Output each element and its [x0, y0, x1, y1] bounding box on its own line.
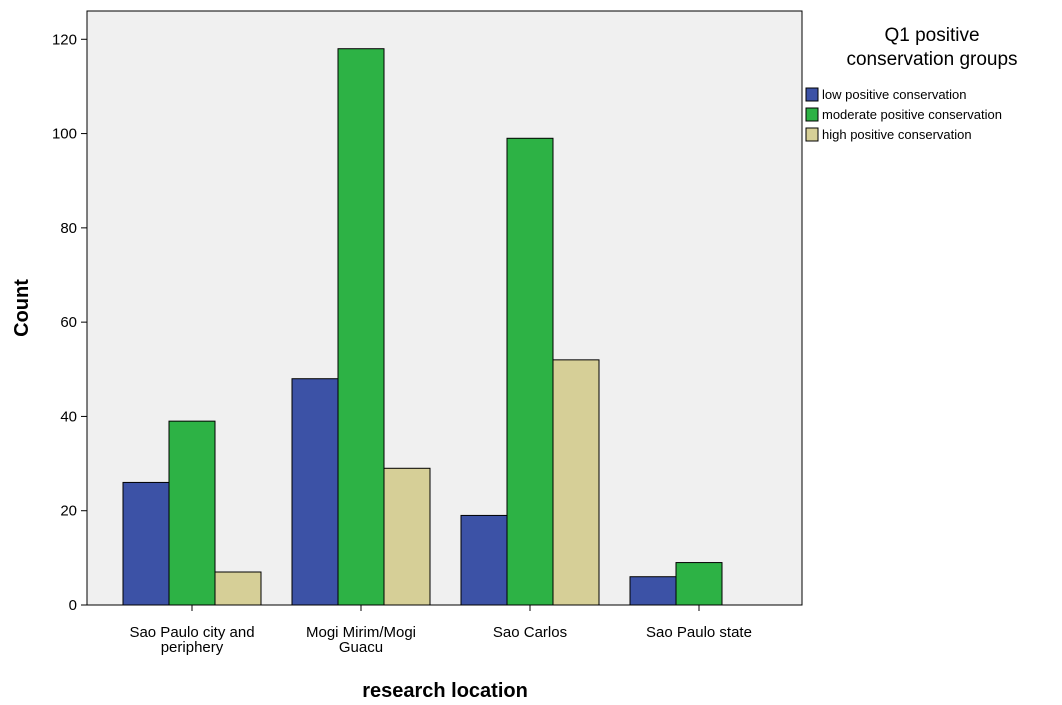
- bar: [168, 420, 216, 606]
- x-tick-label: Sao Paulo state: [646, 624, 752, 641]
- y-axis: 0 20 40 60 80 100 120: [52, 31, 87, 614]
- legend: Q1 positive conservation groups low positi…: [805, 25, 1018, 142]
- bar: [675, 562, 723, 606]
- y-tick-label: 0: [69, 597, 77, 614]
- legend-swatch: [805, 107, 819, 122]
- legend-label: high positive conservation: [822, 127, 972, 142]
- y-axis-title: Count: [11, 279, 33, 337]
- legend-swatch: [805, 127, 819, 142]
- legend-label: low positive conservation: [822, 87, 967, 102]
- x-axis: Sao Paulo city and periphery Mogi Mirim/Mo…: [129, 605, 752, 656]
- y-tick-label: 20: [60, 503, 77, 520]
- bar: [552, 359, 600, 606]
- bar: [122, 481, 170, 606]
- bar: [383, 467, 431, 606]
- y-tick-label: 60: [60, 314, 77, 331]
- bar: [214, 571, 262, 606]
- bar: [291, 378, 339, 606]
- legend-label: moderate positive conservation: [822, 107, 1002, 122]
- x-tick-label: Sao Carlos: [493, 624, 567, 641]
- y-tick-label: 40: [60, 408, 77, 425]
- y-tick-label: 100: [52, 126, 77, 143]
- legend-title: Q1 positive conservation groups: [846, 25, 1017, 70]
- y-tick-label: 120: [52, 31, 77, 48]
- bar: [337, 48, 385, 606]
- x-tick-label: Mogi Mirim/Mogi Guacu: [306, 624, 416, 656]
- legend-swatch: [805, 87, 819, 102]
- x-tick-label: Sao Paulo city and periphery: [129, 624, 254, 656]
- y-tick-label: 80: [60, 220, 77, 237]
- bar: [506, 137, 554, 606]
- bar: [460, 514, 508, 606]
- bar: [629, 576, 677, 606]
- bars-group: [122, 48, 723, 606]
- x-axis-title: research location: [362, 680, 528, 702]
